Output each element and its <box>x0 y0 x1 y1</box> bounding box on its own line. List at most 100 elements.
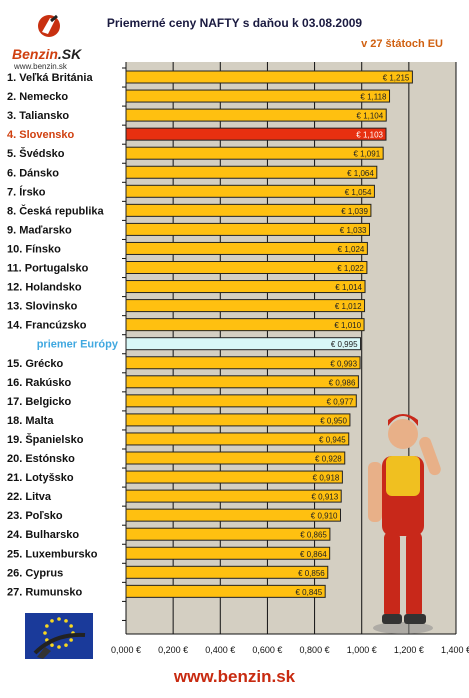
benzin-logo[interactable]: Benzin.SK www.benzin.sk <box>8 10 88 71</box>
value-label: € 0,845 <box>295 588 322 597</box>
category-label: 9. Maďarsko <box>7 224 72 236</box>
bar <box>125 356 361 370</box>
category-label: 6. Dánsko <box>7 167 59 179</box>
star-icon <box>45 624 49 628</box>
category-label: 27. Rumunsko <box>7 586 82 598</box>
value-label: € 0,864 <box>300 550 327 559</box>
chart-subtitle: v 27 štátoch EU <box>361 38 443 50</box>
bar <box>125 375 359 389</box>
value-label: € 1,014 <box>335 283 362 292</box>
bar <box>125 337 362 351</box>
category-label: 19. Španielsko <box>7 433 84 446</box>
bar <box>125 527 331 541</box>
star-icon <box>43 631 47 635</box>
value-label: € 1,118 <box>360 93 387 102</box>
bar <box>125 280 366 294</box>
value-label: € 1,064 <box>347 169 374 178</box>
star-icon <box>69 638 73 642</box>
bar <box>125 413 351 427</box>
category-label: 3. Taliansko <box>7 110 69 122</box>
bar <box>125 70 413 84</box>
x-tick-label: 1,200 € <box>394 645 424 655</box>
footer-url[interactable]: www.benzin.sk <box>173 667 296 686</box>
logo-wordmark: Benzin.SK <box>12 46 82 62</box>
value-label: € 1,022 <box>337 264 364 273</box>
value-label: € 0,910 <box>311 512 338 521</box>
value-label: € 0,986 <box>329 378 356 387</box>
star-icon <box>57 617 61 621</box>
bar <box>125 108 387 122</box>
bar <box>125 394 357 408</box>
category-label: 24. Bulharsko <box>7 529 79 541</box>
x-tick-label: 1,000 € <box>347 645 377 655</box>
category-label: 23. Poľsko <box>7 510 63 522</box>
value-label: € 0,918 <box>313 474 340 483</box>
category-label: 13. Slovinsko <box>7 301 78 313</box>
x-axis: 0,000 € 0,200 € 0,400 € 0,600 € 0,800 € 1,000… <box>111 645 469 655</box>
mechanic-mascot-image <box>368 414 441 634</box>
category-label: 2. Nemecko <box>7 91 68 103</box>
value-label: € 0,865 <box>300 531 327 540</box>
category-label: 26. Cyprus <box>7 567 63 579</box>
fuel-nozzle-icon <box>38 14 60 37</box>
category-label: 21. Lotyšsko <box>7 472 74 484</box>
bar <box>125 546 331 560</box>
value-label: € 0,993 <box>330 359 357 368</box>
value-label: € 1,091 <box>353 150 380 159</box>
x-tick-label: 0,800 € <box>300 645 330 655</box>
value-label: € 0,950 <box>320 416 347 425</box>
bar <box>125 241 368 255</box>
star-icon <box>64 643 68 647</box>
category-label: 8. Česká republika <box>7 204 104 217</box>
value-label: € 1,039 <box>341 207 368 216</box>
value-label: € 1,033 <box>340 226 367 235</box>
bar <box>125 165 378 179</box>
x-tick-label: 0,600 € <box>252 645 282 655</box>
eu-flag-nozzle-image <box>25 613 93 659</box>
value-label: € 0,928 <box>315 455 342 464</box>
value-label: € 1,215 <box>383 74 410 83</box>
bar <box>125 584 326 598</box>
bar <box>125 299 366 313</box>
bar <box>125 146 384 160</box>
star-icon <box>57 645 61 649</box>
bar <box>125 489 342 503</box>
star-icon <box>64 619 68 623</box>
star-icon <box>50 619 54 623</box>
category-label: 17. Belgicko <box>7 396 71 408</box>
chart-title: Priemerné ceny NAFTY s daňou k 03.08.200… <box>106 16 363 30</box>
value-label: € 0,913 <box>312 493 339 502</box>
category-label: 15. Grécko <box>7 358 64 370</box>
bar <box>125 261 368 274</box>
value-label: € 1,010 <box>334 321 361 330</box>
category-label: 7. Írsko <box>7 185 46 198</box>
value-label: € 1,103 <box>356 131 383 140</box>
bar <box>125 470 343 484</box>
category-label: 16. Rakúsko <box>7 377 71 389</box>
bar <box>125 89 391 103</box>
bar <box>125 222 370 236</box>
category-label: 4. Slovensko <box>7 129 75 141</box>
value-label: € 1,104 <box>357 112 384 121</box>
bar <box>125 318 365 332</box>
value-label: € 1,024 <box>338 245 365 254</box>
x-tick-label: 1,400 € <box>441 645 469 655</box>
category-label: 12. Holandsko <box>7 282 82 294</box>
x-tick-label: 0,400 € <box>205 645 235 655</box>
value-label: € 0,945 <box>319 435 346 444</box>
star-icon <box>69 624 73 628</box>
value-label: € 1,054 <box>345 188 372 197</box>
bar <box>125 508 341 522</box>
category-label: priemer Európy <box>37 339 119 351</box>
value-label: € 0,995 <box>331 340 358 349</box>
category-label: 1. Veľká Británia <box>7 72 93 84</box>
category-label: 20. Estónsko <box>7 453 75 465</box>
category-label: 18. Malta <box>7 415 54 427</box>
bar <box>125 565 329 579</box>
x-tick-label: 0,200 € <box>158 645 188 655</box>
bar <box>125 127 387 141</box>
category-label: 11. Portugalsko <box>7 263 89 275</box>
bar <box>125 451 346 465</box>
